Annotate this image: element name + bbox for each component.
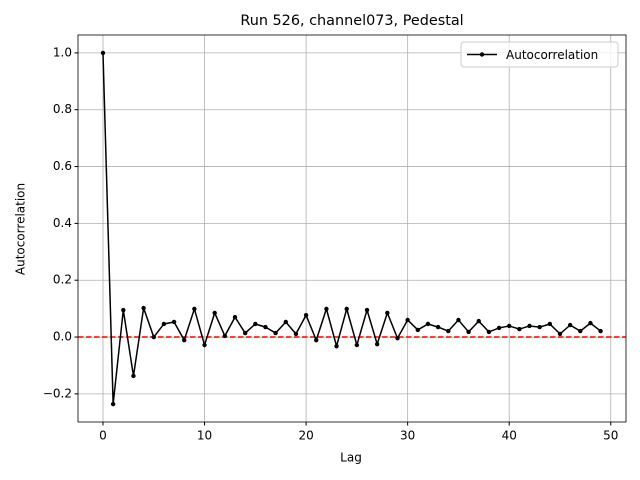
point <box>314 337 319 343</box>
point <box>466 329 471 335</box>
y-tick-label: 0.4 <box>53 216 72 230</box>
x-axis-label: Lag <box>340 451 362 465</box>
point <box>598 328 603 334</box>
point <box>283 319 288 325</box>
point <box>263 324 268 330</box>
legend-marker <box>479 52 485 57</box>
point <box>588 320 593 326</box>
point <box>344 306 349 312</box>
legend-box <box>460 41 619 68</box>
x-tick-label: 50 <box>603 429 618 443</box>
point <box>110 401 116 407</box>
point <box>242 330 248 336</box>
y-tick-label: 1.0 <box>53 45 72 59</box>
point <box>527 323 532 329</box>
point <box>364 307 370 313</box>
point <box>578 328 583 334</box>
point <box>212 310 217 316</box>
point <box>354 342 360 348</box>
point <box>192 306 197 312</box>
x-tick-label: 0 <box>99 429 107 443</box>
point <box>334 343 339 349</box>
point <box>222 333 228 339</box>
point <box>395 335 400 341</box>
point <box>517 326 522 332</box>
point <box>182 337 187 343</box>
x-tick-label: 20 <box>298 429 313 443</box>
point <box>100 50 106 56</box>
legend-label: Autocorrelation <box>506 48 598 62</box>
point <box>293 331 299 337</box>
point <box>171 319 177 325</box>
x-tick-label: 30 <box>400 429 415 443</box>
point <box>202 342 207 348</box>
point <box>121 307 126 313</box>
point <box>141 305 146 311</box>
point <box>253 321 258 327</box>
y-tick-label: 0.2 <box>53 273 72 287</box>
point <box>496 325 502 331</box>
point <box>415 327 421 333</box>
point <box>374 341 380 347</box>
axes-frame <box>77 34 627 423</box>
point <box>476 318 481 324</box>
point <box>507 323 512 329</box>
series-line <box>102 52 602 405</box>
y-tick-label: 0.0 <box>53 330 72 344</box>
point <box>435 324 441 330</box>
point <box>486 329 492 335</box>
point <box>547 321 553 327</box>
point <box>557 331 563 337</box>
x-tick-label: 10 <box>197 429 212 443</box>
y-tick-label: 0.6 <box>53 159 72 173</box>
point <box>425 321 431 327</box>
point <box>161 321 167 327</box>
point <box>405 317 410 323</box>
x-tick-label: 40 <box>502 429 517 443</box>
point <box>151 334 156 340</box>
point <box>303 312 309 318</box>
point <box>537 324 542 330</box>
chart-title: Run 526, channel073, Pedestal <box>240 13 463 29</box>
point <box>567 322 573 328</box>
point <box>131 373 136 379</box>
point <box>456 317 461 323</box>
y-tick-label: 0.8 <box>53 102 72 116</box>
point <box>385 310 390 316</box>
point <box>232 314 238 320</box>
point <box>446 328 451 334</box>
y-axis-label: Autocorrelation <box>14 183 28 275</box>
point <box>324 306 329 312</box>
point <box>273 330 278 336</box>
y-tick-label: −0.2 <box>43 386 72 400</box>
